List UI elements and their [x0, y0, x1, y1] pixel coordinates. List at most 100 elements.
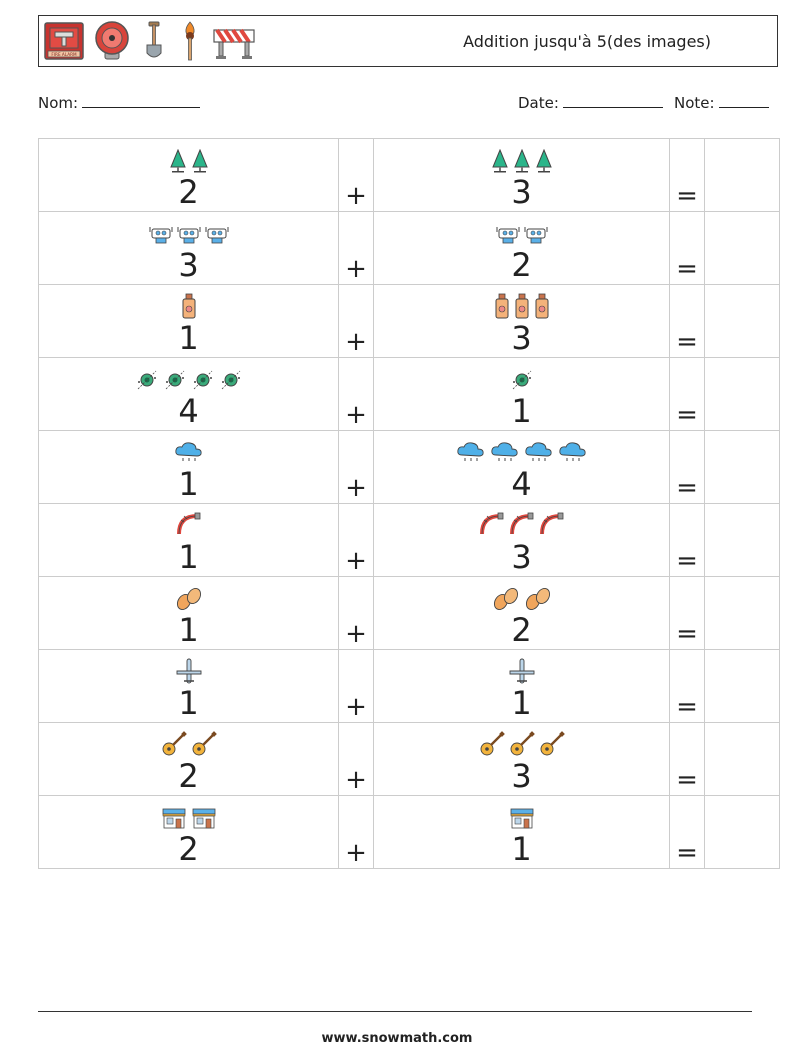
- picture-group: [39, 224, 338, 250]
- addend-cell: 2: [38, 795, 339, 869]
- footer-divider: [38, 1011, 752, 1012]
- guitar-icon: [539, 731, 565, 761]
- answer-cell[interactable]: [704, 649, 780, 723]
- worksheet-header: FIRE ALARM Addition jusqu'à 5(des imag: [38, 15, 778, 67]
- potato-icon: [524, 587, 552, 615]
- tree-icon: [169, 148, 187, 177]
- addend-number: 1: [178, 538, 199, 576]
- robot-icon: [205, 222, 229, 250]
- exercise-row: 2 +3 =: [38, 722, 780, 796]
- picture-group: [374, 148, 669, 177]
- answer-cell[interactable]: [704, 503, 780, 577]
- exercise-row: 1 +3 =: [38, 284, 780, 358]
- robot-icon: [496, 222, 520, 250]
- addend-number: 2: [178, 757, 199, 795]
- bottle-icon: [494, 293, 510, 323]
- addend-cell: 2: [373, 576, 670, 650]
- plus-sign: +: [338, 138, 374, 212]
- storefront-icon: [161, 806, 187, 834]
- equals-sign: =: [669, 357, 705, 431]
- score-field[interactable]: Note:: [674, 93, 769, 112]
- addend-number: 2: [178, 830, 199, 868]
- answer-cell[interactable]: [704, 795, 780, 869]
- exercise-row: 3 +2 =: [38, 211, 780, 285]
- picture-group: [39, 731, 338, 761]
- storefront-icon: [191, 806, 217, 834]
- answer-cell[interactable]: [704, 722, 780, 796]
- guitar-icon: [191, 731, 217, 761]
- exercise-row: 1 +3 =: [38, 503, 780, 577]
- exercise-row: 2 +3 =: [38, 138, 780, 212]
- addend-cell: 3: [373, 722, 670, 796]
- picture-group: [374, 441, 669, 469]
- addend-cell: 1: [38, 284, 339, 358]
- addend-number: 3: [511, 319, 532, 357]
- score-line[interactable]: [718, 93, 769, 108]
- tree-icon: [491, 148, 509, 177]
- answer-cell[interactable]: [704, 138, 780, 212]
- date-field[interactable]: Date:: [518, 93, 663, 112]
- date-line[interactable]: [562, 93, 663, 108]
- storefront-icon: [509, 806, 535, 834]
- addend-number: 1: [178, 684, 199, 722]
- atom-icon: [191, 368, 215, 396]
- equals-sign: =: [669, 649, 705, 723]
- addend-cell: 3: [38, 211, 339, 285]
- worksheet-title: Addition jusqu'à 5(des images): [463, 32, 711, 51]
- plus-sign: +: [338, 284, 374, 358]
- exercise-table: 2 +3 = 3 +2 = 1 +3 = 4 +1 = 1 +4 = 1 +3 = 1 +2 = 1 +1 = 2 +3 = 2 +1 =: [38, 138, 780, 869]
- answer-cell[interactable]: [704, 357, 780, 431]
- addend-number: 3: [511, 538, 532, 576]
- addend-cell: 3: [373, 138, 670, 212]
- atom-icon: [163, 368, 187, 396]
- robot-icon: [524, 222, 548, 250]
- picture-group: [39, 293, 338, 323]
- addend-cell: 1: [373, 649, 670, 723]
- atom-icon: [219, 368, 243, 396]
- bottle-icon: [534, 293, 550, 323]
- tree-icon: [191, 148, 209, 177]
- plus-sign: +: [338, 795, 374, 869]
- answer-cell[interactable]: [704, 284, 780, 358]
- footer-website: www.snowmath.com: [321, 1031, 473, 1046]
- equals-sign: =: [669, 430, 705, 504]
- atom-icon: [135, 368, 159, 396]
- addend-cell: 1: [373, 795, 670, 869]
- equals-sign: =: [669, 795, 705, 869]
- cloud-rain-icon: [456, 441, 486, 469]
- addend-number: 3: [511, 757, 532, 795]
- addend-number: 1: [511, 684, 532, 722]
- robot-icon: [149, 222, 173, 250]
- addend-number: 4: [511, 465, 532, 503]
- plus-sign: +: [338, 211, 374, 285]
- tree-icon: [513, 148, 531, 177]
- answer-cell[interactable]: [704, 576, 780, 650]
- picture-group: [374, 512, 669, 542]
- equals-sign: =: [669, 138, 705, 212]
- addend-number: 3: [178, 246, 199, 284]
- addend-number: 2: [511, 246, 532, 284]
- picture-group: [39, 658, 338, 688]
- addend-number: 1: [511, 830, 532, 868]
- alarm-bell-icon: [95, 21, 129, 60]
- plus-sign: +: [338, 722, 374, 796]
- airplane-icon: [176, 658, 202, 688]
- plus-sign: +: [338, 503, 374, 577]
- answer-cell[interactable]: [704, 211, 780, 285]
- picture-group: [374, 587, 669, 615]
- cloud-rain-icon: [558, 441, 588, 469]
- addend-cell: 1: [38, 430, 339, 504]
- fire-hose-icon: [479, 512, 505, 542]
- addend-cell: 3: [373, 284, 670, 358]
- robot-icon: [177, 222, 201, 250]
- addend-number: 1: [178, 319, 199, 357]
- guitar-icon: [479, 731, 505, 761]
- picture-group: [374, 293, 669, 323]
- answer-cell[interactable]: [704, 430, 780, 504]
- plus-sign: +: [338, 576, 374, 650]
- name-field[interactable]: Nom:: [38, 93, 201, 112]
- picture-group: [39, 808, 338, 834]
- name-line[interactable]: [82, 93, 201, 108]
- addend-number: 1: [178, 465, 199, 503]
- header-icons: FIRE ALARM: [43, 18, 257, 64]
